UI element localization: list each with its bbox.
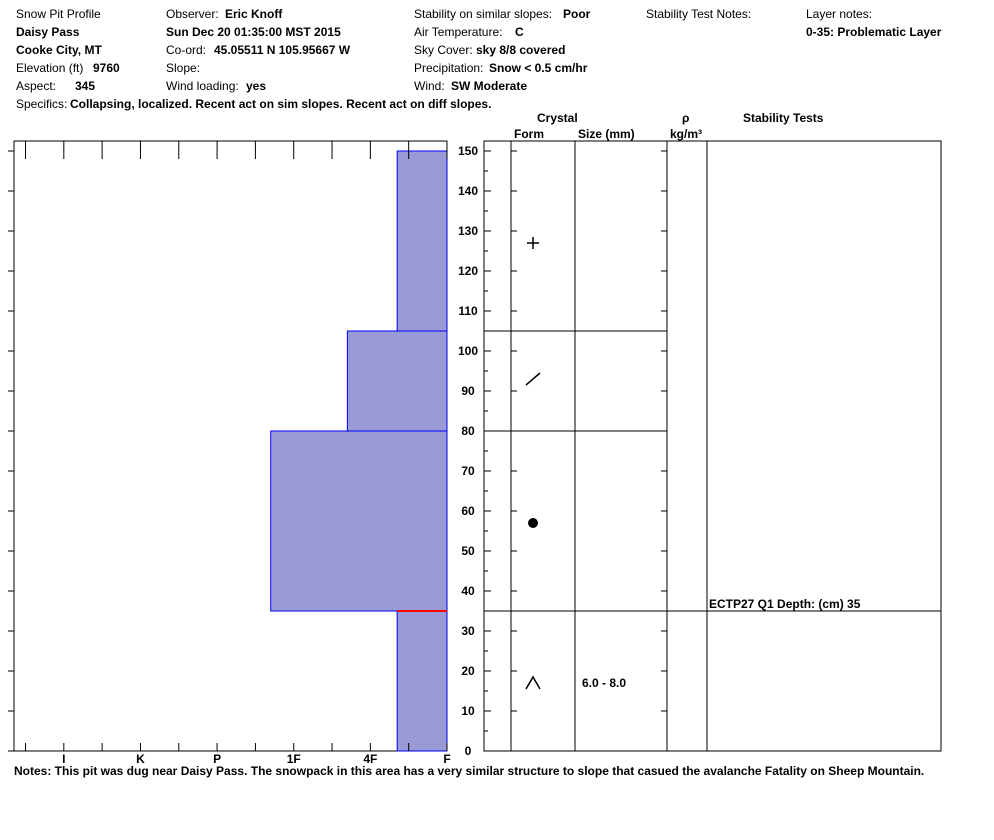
y-tick-label-140: 140 [458,184,478,198]
pit-notes: Notes: This pit was dug near Daisy Pass.… [14,764,925,778]
hardness-label-K: K [136,752,145,766]
y-tick-label-130: 130 [458,224,478,238]
y-tick-label-50: 50 [461,544,475,558]
y-tick-label-150: 150 [458,144,478,158]
stability-tests-header: Stability Tests [743,111,824,125]
stability-notes-label: Stability Test Notes: [646,7,752,21]
layer-notes-label: Layer notes: [806,7,873,21]
elevation-label: Elevation (ft) [16,61,84,75]
wind-label: Wind: [414,79,445,93]
dot-icon-circle [528,518,538,528]
location-name: Daisy Pass [16,25,80,39]
caret-icon-line [525,675,541,690]
dot-icon [528,518,538,528]
hardness-bar-3 [396,150,448,332]
aspect-label: Aspect: [16,79,57,93]
y-tick-label-100: 100 [458,344,478,358]
rho-header: ρ [682,111,690,125]
slash-icon-line [525,372,541,386]
y-tick-label-80: 80 [461,424,475,438]
profile-table-frame [483,140,942,752]
slope-label: Slope: [166,61,201,75]
hardness-label-I: I [62,752,65,766]
hardness-bar-2 [346,330,448,432]
form-header: Form [514,127,544,141]
density-header: kg/m³ [670,127,703,141]
precip-value: Snow < 0.5 cm/hr [489,61,588,75]
y-tick-label-120: 120 [458,264,478,278]
observer-label: Observer: [166,7,219,21]
precip-label: Precipitation: [414,61,484,75]
coord-label: Co-ord: [166,43,207,57]
y-tick-label-30: 30 [461,624,475,638]
plus-icon [527,237,539,249]
y-tick-label-20: 20 [461,664,475,678]
elevation-value: 9760 [93,61,120,75]
layer-notes-value: 0-35: Problematic Layer [806,25,942,39]
y-tick-label-0: 0 [465,744,472,758]
air-temp-value: C [515,25,524,39]
y-tick-label-110: 110 [458,304,478,318]
caret-icon [525,675,541,690]
hardness-label-1F: 1F [287,752,301,766]
specifics-label: Specifics: [16,97,68,111]
slash-icon [525,372,541,386]
y-tick-label-60: 60 [461,504,475,518]
y-tick-label-90: 90 [461,384,475,398]
size-header: Size (mm) [578,127,635,141]
location-area: Cooke City, MT [16,43,102,57]
sky-label: Sky Cover: [414,43,473,57]
y-tick-label-70: 70 [461,464,475,478]
hardness-label-P: P [213,752,221,766]
y-tick-label-10: 10 [461,704,475,718]
stability-label: Stability on similar slopes: [414,7,553,21]
observer-value: Eric Knoff [225,7,283,21]
observation-datetime: Sun Dec 20 01:35:00 MST 2015 [166,25,341,39]
stability-test-label-0: ECTP27 Q1 Depth: (cm) 35 [709,597,861,611]
y-tick-label-40: 40 [461,584,475,598]
grain-size-label-0: 6.0 - 8.0 [582,676,626,690]
hardness-label-F: F [443,752,450,766]
page-title: Snow Pit Profile [16,7,101,21]
stability-value: Poor [563,7,591,21]
hardness-bar-1 [270,430,448,612]
air-temp-label: Air Temperature: [414,25,503,39]
hardness-bar-0 [396,610,448,752]
hardness-label-4F: 4F [363,752,377,766]
wind-value: SW Moderate [451,79,528,93]
specifics-value: Collapsing, localized. Recent act on sim… [70,97,492,111]
wind-loading-value: yes [246,79,267,93]
wind-loading-label: Wind loading: [166,79,239,93]
sky-value: sky 8/8 covered [476,43,566,57]
coord-value: 45.05511 N 105.95667 W [214,43,351,57]
crystal-header: Crystal [537,111,578,125]
aspect-value: 345 [75,79,96,93]
